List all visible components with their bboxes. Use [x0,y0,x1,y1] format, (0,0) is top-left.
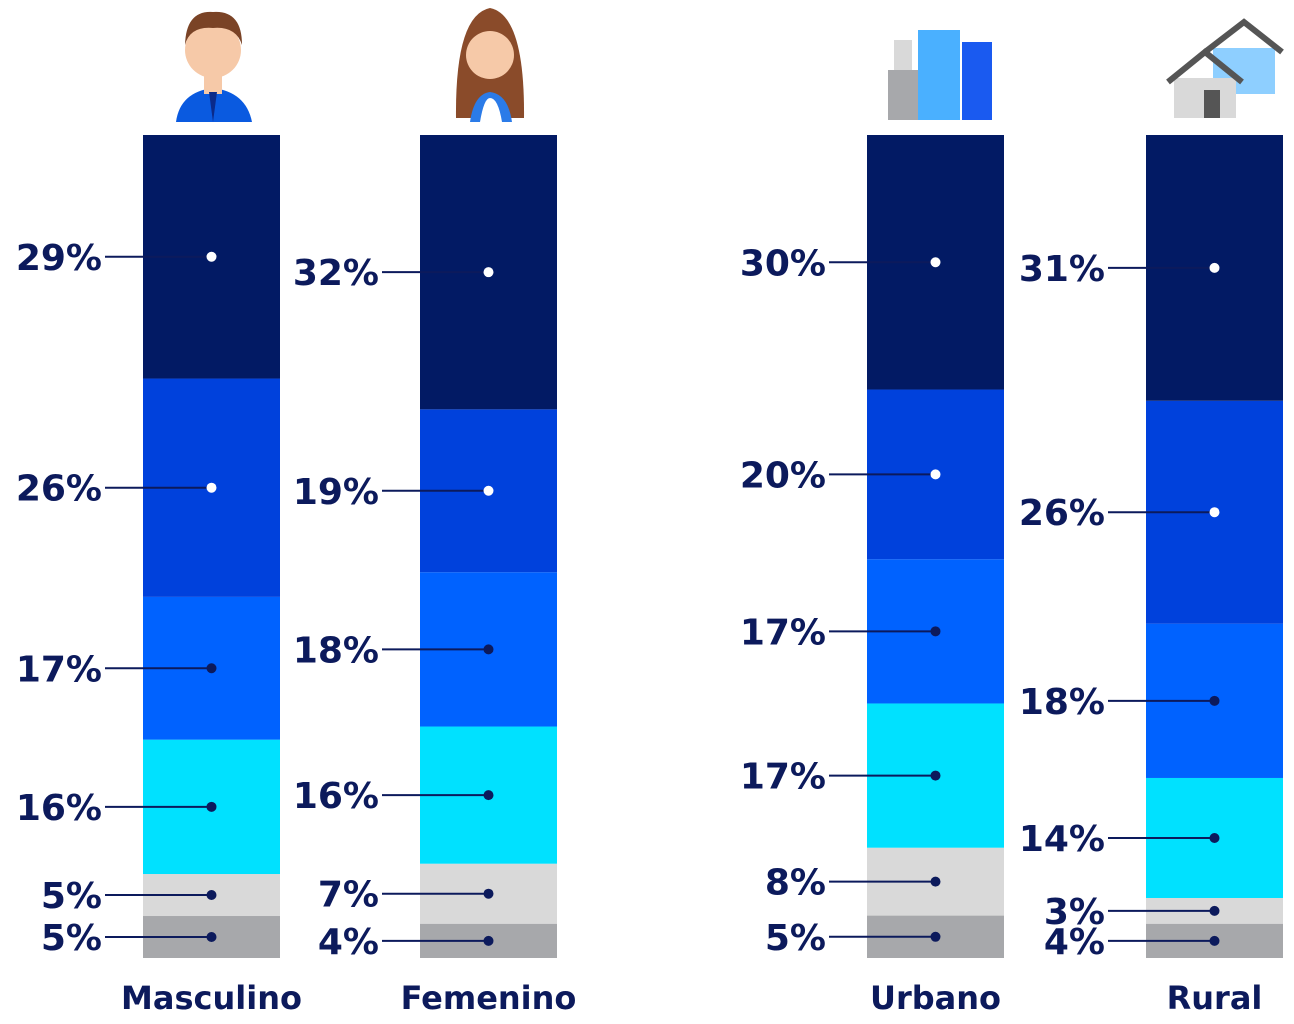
value-label: 17% [16,649,102,690]
leader-dot [483,888,494,899]
leader-dot [930,876,941,887]
value-label: 20% [740,455,826,496]
value-label: 4% [1044,922,1105,963]
value-label: 19% [293,472,379,513]
value-label: 32% [293,253,379,294]
value-label: 29% [16,238,102,279]
category-label: Masculino [121,979,302,1017]
leader-dot [206,663,217,674]
value-label: 5% [765,918,826,959]
category-label: Rural [1167,979,1263,1017]
value-label: 3% [1044,892,1105,933]
value-label: 16% [293,776,379,817]
value-label: 26% [1019,493,1105,534]
icon-city [888,30,992,120]
value-label: 17% [740,757,826,798]
leader-dot [206,251,217,262]
category-label: Urbano [870,979,1001,1017]
leader-dot [206,482,217,493]
leader-dot [483,644,494,655]
icon-man [176,11,252,122]
leader-dot [930,626,941,637]
leader-dot [483,790,494,801]
leader-dot [1209,262,1220,273]
value-label: 18% [1019,682,1105,723]
value-label: 26% [16,469,102,510]
leader-dot [483,485,494,496]
value-label: 16% [16,788,102,829]
leader-dot [483,267,494,278]
leader-dot [930,931,941,942]
value-label: 7% [318,875,379,916]
value-label: 17% [740,612,826,653]
leader-dot [1209,695,1220,706]
value-label: 30% [740,243,826,284]
leader-dot [206,932,217,943]
value-label: 5% [41,876,102,917]
leader-dot [1209,935,1220,946]
leader-dot [930,257,941,268]
value-label: 5% [41,918,102,959]
value-label: 8% [765,863,826,904]
icon-woman [455,8,525,122]
value-label: 4% [318,922,379,963]
value-label: 31% [1019,249,1105,290]
leader-dot [1209,507,1220,518]
category-label: Femenino [401,979,577,1017]
leader-dot [1209,832,1220,843]
leader-dot [206,801,217,812]
icon-houses [1166,18,1284,118]
leader-dot [930,469,941,480]
leader-dot [1209,905,1220,916]
leader-dot [483,935,494,946]
value-label: 14% [1019,819,1105,860]
value-label: 18% [293,630,379,671]
leader-dot [930,770,941,781]
leader-dot [206,890,217,901]
